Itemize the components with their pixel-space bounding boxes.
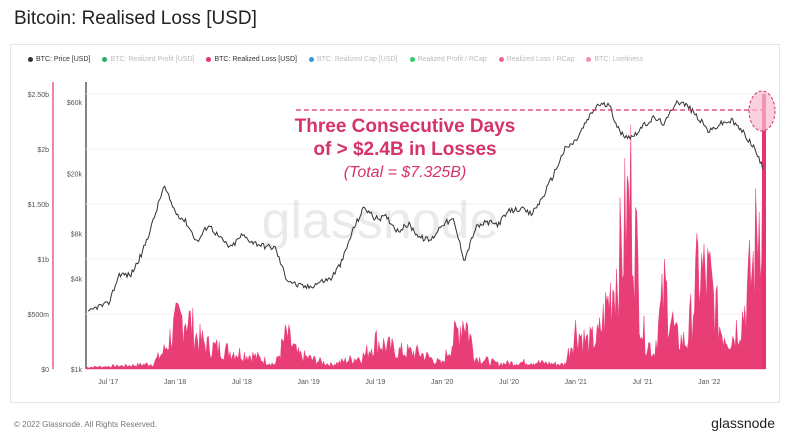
y-left-tick-label: $0 — [41, 367, 49, 374]
x-tick-label: Jul '19 — [365, 379, 385, 386]
x-tick-label: Jan '18 — [164, 379, 186, 386]
legend-item-4[interactable]: Realized Profit / RCap — [409, 56, 487, 63]
legend-label: BTC: Realized Profit [USD] — [110, 56, 195, 63]
y-left-tick-label: $500m — [28, 312, 50, 319]
y-left-tick-label: $2.50b — [28, 92, 50, 99]
y-left-tick-label: $2b — [37, 147, 49, 154]
annotation-line-1: Three Consecutive Days — [295, 116, 516, 137]
chart-frame — [10, 44, 780, 403]
y-right-tick-label: $20k — [67, 172, 83, 179]
x-tick-label: Jul '18 — [232, 379, 252, 386]
legend-dot-icon — [28, 56, 33, 62]
chart-legend: BTC: Price [USD] BTC: Realized Profit [US… — [28, 56, 768, 68]
legend-label: BTC: Liveliness — [594, 56, 644, 63]
legend-label: BTC: Realized Cap [USD] — [316, 56, 398, 63]
annotation-line-3: (Total = $7.325B) — [344, 164, 467, 181]
x-tick-label: Jan '22 — [698, 379, 720, 386]
y-left-tick-label: $1b — [37, 257, 49, 264]
legend-item-3[interactable]: BTC: Realized Cap [USD] — [308, 56, 398, 63]
legend-dot-icon — [308, 56, 314, 62]
copyright-footer: © 2022 Glassnode. All Rights Reserved. — [14, 420, 157, 429]
legend-item-2[interactable]: BTC: Realized Loss [USD] — [206, 56, 297, 63]
annotation-line-2: of > $2.4B in Losses — [313, 139, 496, 160]
annotation-highlight-circle — [748, 90, 776, 132]
x-tick-label: Jan '20 — [431, 379, 453, 386]
y-right-tick-label: $60k — [67, 100, 83, 107]
legend-dot-icon — [206, 56, 212, 62]
x-tick-label: Jul '20 — [499, 379, 519, 386]
legend-label: BTC: Realized Loss [USD] — [214, 56, 297, 63]
brand-logo-text: glassnode — [711, 415, 775, 431]
legend-dot-icon — [586, 56, 592, 62]
legend-item-5[interactable]: Realized Loss / RCap — [498, 56, 575, 63]
y-right-tick-label: $8k — [71, 231, 83, 238]
watermark: glassnode — [261, 192, 498, 250]
legend-label: Realized Loss / RCap — [506, 56, 575, 63]
x-tick-label: Jan '21 — [565, 379, 587, 386]
legend-dot-icon — [409, 56, 415, 62]
y-left-tick-label: $1.50b — [28, 202, 50, 209]
y-right-tick-label: $1k — [71, 367, 83, 374]
y-right-tick-label: $4k — [71, 277, 83, 284]
legend-item-1[interactable]: BTC: Realized Profit [USD] — [102, 56, 194, 63]
legend-dot-icon — [102, 56, 108, 62]
page-title: Bitcoin: Realised Loss [USD] — [14, 8, 257, 29]
x-tick-label: Jan '19 — [297, 379, 319, 386]
legend-item-0[interactable]: BTC: Price [USD] — [28, 56, 90, 63]
x-tick-label: Jul '21 — [633, 379, 653, 386]
legend-label: BTC: Price [USD] — [36, 56, 91, 63]
legend-label: Realized Profit / RCap — [417, 56, 487, 63]
x-tick-label: Jul '17 — [98, 379, 118, 386]
loss-spike-bar — [762, 94, 766, 369]
legend-dot-icon — [498, 56, 504, 62]
btc-price-line — [87, 99, 764, 312]
realized-loss-area — [85, 122, 766, 370]
legend-item-6[interactable]: BTC: Liveliness — [586, 56, 643, 63]
